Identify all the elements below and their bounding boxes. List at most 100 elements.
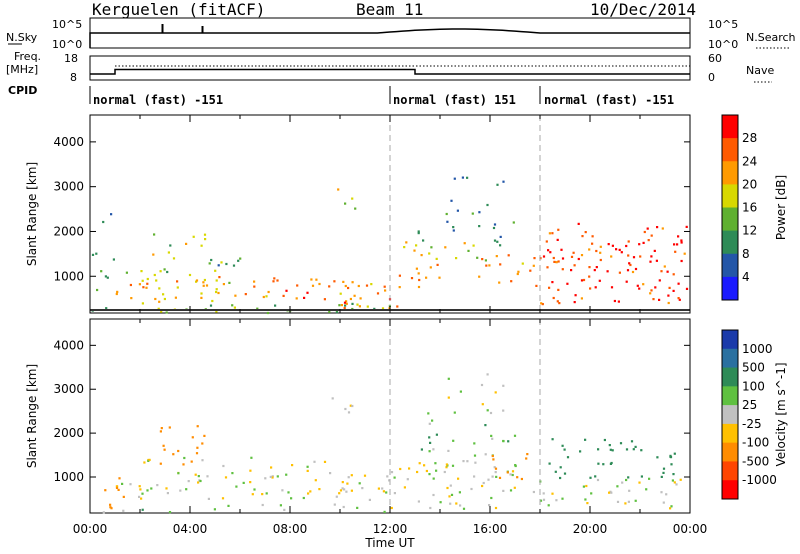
- heatmap-cell: [611, 449, 614, 452]
- heatmap-cell: [270, 466, 273, 469]
- heatmap-cell: [459, 390, 462, 393]
- freq-tick-high: 18: [64, 52, 78, 65]
- heatmap-cell: [449, 484, 452, 487]
- heatmap-cell: [589, 476, 592, 479]
- heatmap-cell: [481, 258, 484, 261]
- heatmap-cell: [338, 304, 341, 307]
- heatmap-cell: [172, 453, 175, 456]
- heatmap-cell: [594, 475, 597, 478]
- heatmap-cell: [471, 212, 474, 215]
- heatmap-cell: [625, 478, 628, 482]
- heatmap-cell: [435, 257, 438, 260]
- heatmap-cell: [645, 488, 648, 491]
- heatmap-cell: [261, 493, 264, 496]
- heatmap-cell: [456, 209, 459, 212]
- heatmap-cell: [217, 291, 220, 295]
- heatmap-cell: [166, 270, 169, 274]
- colorbar-tick-label: 100: [742, 379, 765, 393]
- heatmap-cell: [333, 503, 336, 506]
- heatmap-cell: [676, 243, 679, 246]
- heatmap-cell: [187, 480, 190, 483]
- heatmap-cell: [393, 492, 396, 495]
- heatmap-cell: [237, 259, 240, 262]
- heatmap-cell: [638, 287, 641, 290]
- heatmap-cell: [356, 506, 359, 509]
- heatmap-cell: [595, 249, 598, 253]
- heatmap-cell: [613, 299, 616, 303]
- heatmap-cell: [145, 286, 148, 289]
- heatmap-cell: [215, 288, 218, 291]
- heatmap-cell: [358, 305, 361, 308]
- heatmap-cell: [167, 251, 170, 254]
- heatmap-cell: [672, 289, 675, 292]
- heatmap-cell: [445, 212, 448, 216]
- heatmap-cell: [146, 282, 149, 285]
- heatmap-cell: [557, 288, 560, 291]
- heatmap-cell: [548, 286, 551, 289]
- heatmap-cell: [276, 475, 279, 478]
- heatmap-cell: [152, 253, 155, 256]
- heatmap-cell: [551, 232, 554, 235]
- heatmap-cell: [452, 439, 455, 442]
- heatmap-cell: [529, 269, 532, 272]
- colorbar-swatch: [722, 184, 738, 208]
- heatmap-cell: [427, 412, 430, 415]
- heatmap-cell: [197, 481, 200, 484]
- heatmap-cell: [185, 488, 188, 491]
- heatmap-cell: [357, 284, 360, 288]
- heatmap-cell: [484, 453, 487, 456]
- heatmap-cell: [351, 197, 354, 200]
- heatmap-cell: [584, 438, 587, 441]
- heatmap-cell: [573, 264, 576, 267]
- heatmap-cell: [350, 489, 353, 492]
- heatmap-cell: [658, 279, 661, 282]
- cpid-segment: normal (fast) -151: [544, 93, 675, 107]
- heatmap-cell: [473, 475, 476, 478]
- heatmap-cell: [616, 485, 619, 488]
- heatmap-cell: [205, 284, 209, 287]
- heatmap-cell: [182, 463, 185, 466]
- heatmap-cell: [634, 267, 638, 271]
- heatmap-cell: [624, 502, 627, 505]
- colorbar-swatch: [722, 330, 738, 350]
- heatmap-cell: [494, 471, 497, 474]
- heatmap-cell: [141, 279, 144, 282]
- heatmap-cell: [627, 254, 630, 257]
- heatmap-cell: [548, 232, 551, 235]
- heatmap-cell: [347, 286, 350, 290]
- heatmap-cell: [462, 507, 466, 510]
- heatmap-cell: [540, 302, 543, 305]
- freq-label: Freq.: [14, 50, 42, 63]
- heatmap-cell: [349, 404, 352, 407]
- heatmap-cell: [560, 248, 563, 251]
- heatmap-cell: [188, 273, 192, 277]
- heatmap-cell: [493, 466, 496, 469]
- heatmap-cell: [346, 482, 349, 485]
- heatmap-cell: [551, 492, 554, 495]
- heatmap-cell: [535, 284, 538, 287]
- heatmap-cell: [381, 307, 385, 310]
- heatmap-cell: [642, 241, 645, 244]
- heatmap-cell: [244, 293, 247, 296]
- heatmap-cell: [484, 259, 487, 262]
- heatmap-cell: [233, 306, 236, 309]
- heatmap-cell: [547, 504, 550, 507]
- heatmap-cell: [351, 404, 354, 408]
- heatmap-cell: [271, 475, 274, 478]
- heatmap-cell: [279, 504, 282, 507]
- heatmap-cell: [577, 222, 580, 225]
- heatmap-cell: [159, 270, 162, 273]
- heatmap-cell: [202, 281, 205, 284]
- heatmap-cell: [109, 503, 112, 506]
- heatmap-cell: [341, 481, 344, 484]
- heatmap-cell: [338, 492, 341, 495]
- heatmap-cell: [561, 497, 564, 500]
- heatmap-cell: [166, 492, 169, 495]
- heatmap-cell: [356, 303, 359, 306]
- heatmap-cell: [610, 286, 614, 289]
- heatmap-cell: [428, 252, 431, 255]
- heatmap-cell: [627, 476, 630, 479]
- heatmap-cell: [222, 464, 225, 468]
- heatmap-cell: [232, 264, 236, 267]
